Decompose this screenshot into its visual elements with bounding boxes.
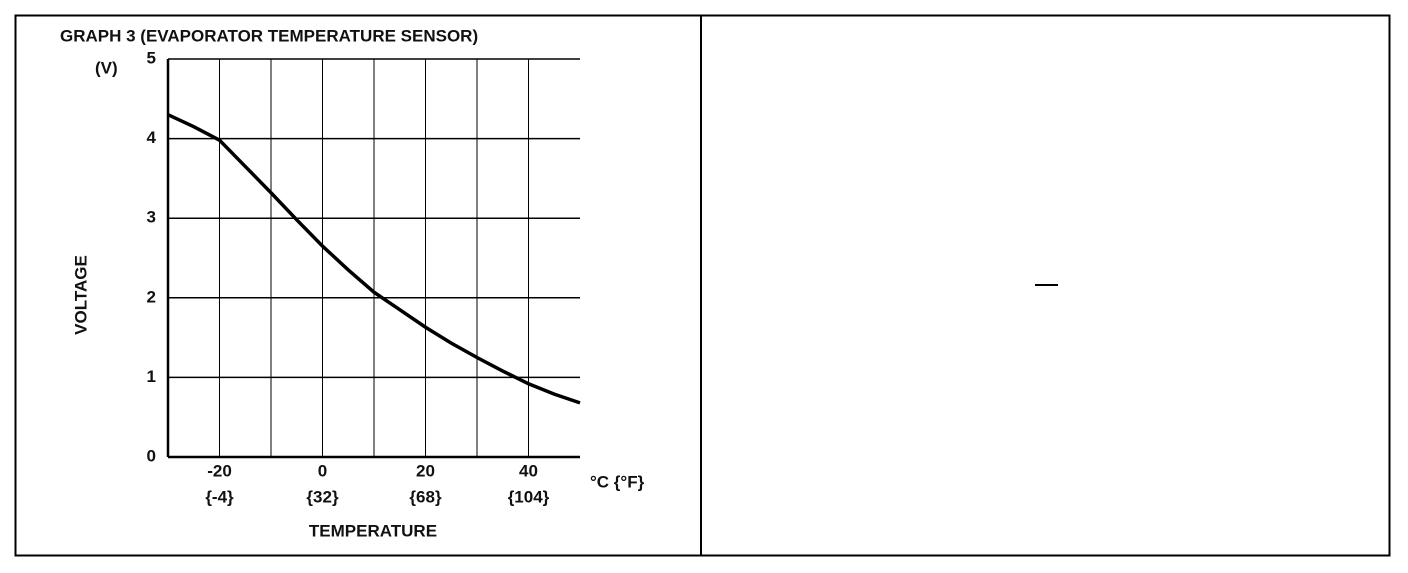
y-tick-label: 5 (147, 48, 156, 67)
x-tick-label-secondary: {104} (508, 487, 550, 506)
y-tick-label: 0 (147, 446, 156, 465)
x-tick-label-secondary: {68} (409, 487, 442, 506)
y-tick-label: 3 (147, 208, 156, 227)
y-tick-label: 2 (147, 287, 156, 306)
data-line (167, 113, 581, 405)
x-tick-label: 40 (519, 461, 538, 480)
y-tick-label: 1 (147, 367, 156, 386)
x-tick-label-secondary: {32} (306, 487, 339, 506)
x-tick-label: 0 (318, 461, 327, 480)
x-tick-label: 20 (416, 461, 435, 480)
y-axis-label: VOLTAGE (71, 255, 90, 335)
x-tick-label-secondary: {-4} (205, 487, 234, 506)
x-axis-label: TEMPERATURE (309, 521, 437, 540)
y-tick-label: 4 (147, 128, 157, 147)
x-tick-label: -20 (207, 461, 232, 480)
chart-title: GRAPH 3 (EVAPORATOR TEMPERATURE SENSOR) (60, 26, 478, 45)
y-unit: (V) (95, 58, 118, 77)
outer-frame (14, 14, 1391, 557)
x-unit: °C {°F} (590, 472, 645, 491)
